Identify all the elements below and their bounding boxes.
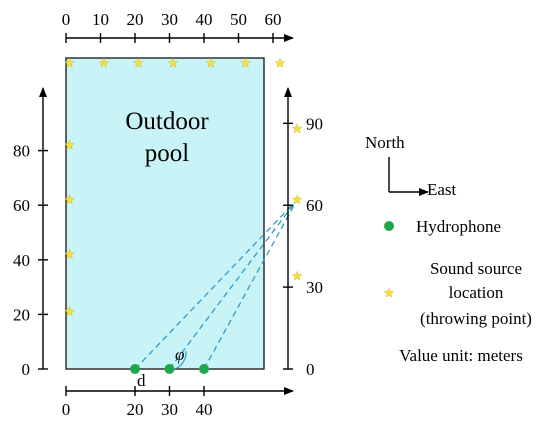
hydrophone-dot — [130, 364, 140, 374]
sound-source-star-icon — [291, 194, 303, 205]
propagation-path-2 — [168, 199, 298, 370]
legend-source-label-line2: location — [449, 283, 504, 302]
sound-source-star-icon — [64, 194, 75, 205]
sound-source-star-icon — [64, 306, 75, 317]
bottom-x-tick-label: 40 — [196, 400, 213, 419]
top-x-tick-label: 50 — [230, 10, 247, 29]
sound-source-star-icon — [133, 57, 144, 68]
left-y-tick-label: 60 — [13, 196, 30, 215]
hydrophone-markers — [130, 364, 209, 374]
angle-phi-label: φ — [175, 345, 184, 364]
hydrophone-dot — [164, 364, 175, 374]
sound-source-star-icon — [64, 57, 75, 68]
propagation-paths — [134, 199, 298, 370]
propagation-path-3 — [203, 199, 298, 370]
right-y-tick-label: 0 — [306, 360, 315, 379]
right-y-tick-label: 60 — [306, 196, 323, 215]
sound-source-star-icon — [64, 139, 75, 150]
propagation-path-1 — [134, 199, 298, 370]
sound-source-star-icon — [274, 57, 286, 68]
right-y-tick-label: 90 — [306, 114, 323, 133]
sound-source-star-icon — [205, 57, 217, 68]
legend-source-label-line1: Sound source — [430, 259, 522, 278]
pool-label-line2: pool — [145, 140, 190, 167]
legend-hydrophone-label: Hydrophone — [416, 217, 501, 236]
top-x-tick-label: 60 — [265, 10, 282, 29]
top-x-tick-label: 40 — [196, 10, 213, 29]
unit-note: Value unit: meters — [399, 346, 523, 365]
sound-source-star-icon — [167, 57, 179, 68]
sound-source-star-icon — [240, 57, 251, 68]
distance-d-label: d — [137, 371, 146, 390]
angle-phi-arc — [174, 350, 187, 370]
left-y-tick-label: 20 — [13, 305, 30, 324]
legend-source-label-line3: (throwing point) — [420, 309, 532, 328]
hydrophone-dot — [199, 364, 209, 374]
outdoor-pool — [65, 57, 265, 370]
sound-source-star-icon — [98, 57, 110, 68]
top-x-tick-label: 30 — [161, 10, 178, 29]
left-y-axis-ticks: 0 20 40 60 80 — [13, 142, 48, 379]
pool-label-line1: Outdoor — [125, 108, 209, 135]
top-x-tick-label: 0 — [62, 10, 71, 29]
sound-source-star-icon — [64, 248, 75, 259]
left-y-tick-label: 80 — [13, 142, 30, 161]
sound-source-star-icon — [291, 123, 303, 134]
compass-north-label: North — [365, 133, 405, 152]
top-x-tick-label: 10 — [92, 10, 109, 29]
right-y-axis-ticks: 0 30 60 90 — [283, 114, 323, 379]
top-x-tick-label: 20 — [127, 10, 144, 29]
left-y-tick-label: 40 — [13, 251, 30, 270]
right-y-tick-label: 30 — [306, 278, 323, 297]
bottom-x-tick-label: 30 — [161, 400, 178, 419]
top-x-axis-ticks: 0 10 20 30 40 50 60 — [62, 10, 282, 43]
sound-source-markers — [64, 57, 303, 317]
bottom-x-axis-ticks: 0 20 30 40 — [62, 386, 213, 419]
compass-east-label: East — [427, 180, 457, 199]
legend-hydrophone-icon — [384, 221, 394, 231]
bottom-x-tick-label: 0 — [62, 400, 71, 419]
sound-source-star-icon — [291, 270, 303, 281]
bottom-x-tick-label: 20 — [127, 400, 144, 419]
legend-sound-source-icon — [383, 287, 395, 298]
left-y-tick-label: 0 — [22, 360, 31, 379]
